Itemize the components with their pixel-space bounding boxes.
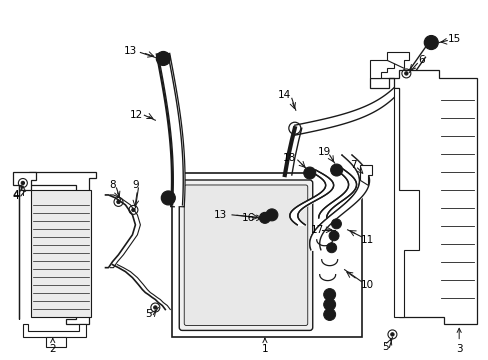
- Circle shape: [153, 306, 157, 309]
- Circle shape: [326, 302, 332, 307]
- Circle shape: [131, 208, 135, 212]
- Circle shape: [333, 167, 339, 172]
- Text: 17: 17: [310, 225, 324, 235]
- Text: 7: 7: [349, 160, 356, 170]
- Circle shape: [117, 200, 120, 204]
- Text: 4: 4: [13, 190, 19, 200]
- Text: 15: 15: [447, 33, 460, 44]
- Text: 11: 11: [360, 235, 373, 245]
- FancyBboxPatch shape: [184, 185, 307, 325]
- Text: 13: 13: [123, 45, 137, 55]
- Circle shape: [328, 231, 338, 241]
- Circle shape: [326, 311, 332, 318]
- Polygon shape: [19, 172, 95, 324]
- Circle shape: [331, 219, 341, 229]
- Text: 3: 3: [455, 328, 462, 354]
- Circle shape: [424, 36, 437, 50]
- Circle shape: [161, 191, 175, 205]
- Polygon shape: [394, 88, 419, 318]
- Polygon shape: [369, 60, 394, 78]
- Text: 10: 10: [360, 280, 373, 289]
- Text: 6: 6: [417, 55, 424, 66]
- Circle shape: [259, 212, 270, 223]
- Text: 5: 5: [145, 310, 151, 319]
- Text: 2: 2: [49, 338, 56, 354]
- Circle shape: [390, 333, 393, 336]
- Polygon shape: [359, 165, 371, 185]
- Text: 9: 9: [132, 180, 139, 190]
- Text: 5: 5: [381, 342, 388, 352]
- Bar: [172, 173, 361, 337]
- Circle shape: [160, 55, 166, 62]
- Circle shape: [404, 72, 407, 75]
- Circle shape: [262, 215, 267, 220]
- Circle shape: [323, 289, 335, 301]
- Circle shape: [427, 39, 434, 46]
- Circle shape: [330, 164, 342, 176]
- Text: 13: 13: [213, 210, 226, 220]
- Circle shape: [323, 298, 335, 310]
- Circle shape: [323, 309, 335, 320]
- Text: 18: 18: [283, 153, 296, 163]
- Circle shape: [269, 212, 274, 217]
- Text: 19: 19: [317, 147, 331, 157]
- Circle shape: [265, 209, 277, 221]
- Polygon shape: [31, 190, 90, 318]
- Circle shape: [326, 292, 332, 298]
- Text: 1: 1: [261, 338, 268, 354]
- Text: 12: 12: [129, 110, 143, 120]
- Circle shape: [326, 243, 336, 253]
- Polygon shape: [13, 172, 36, 190]
- FancyBboxPatch shape: [179, 180, 312, 330]
- Text: 4: 4: [13, 191, 19, 201]
- Circle shape: [156, 51, 170, 66]
- Circle shape: [303, 167, 315, 179]
- Polygon shape: [46, 337, 65, 347]
- Polygon shape: [23, 324, 85, 337]
- Circle shape: [306, 171, 312, 176]
- Polygon shape: [369, 71, 476, 324]
- Text: 16: 16: [241, 213, 254, 223]
- Text: 14: 14: [278, 90, 291, 100]
- Circle shape: [21, 181, 24, 185]
- Text: 8: 8: [109, 180, 116, 190]
- Polygon shape: [386, 53, 408, 68]
